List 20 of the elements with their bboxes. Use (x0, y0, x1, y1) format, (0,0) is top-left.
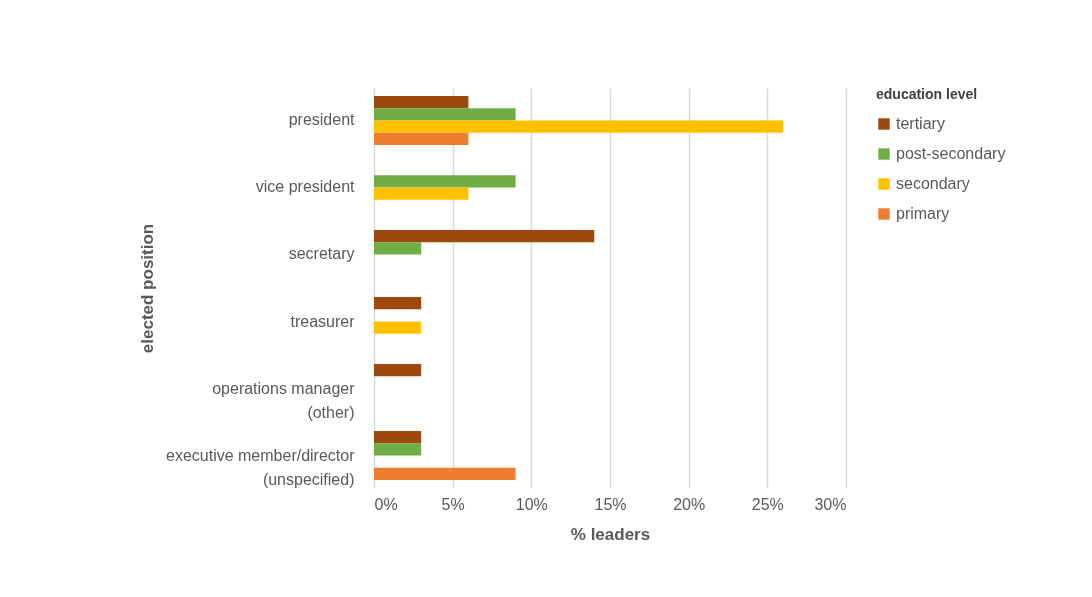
y-tick-label: operations manager (other) (212, 379, 356, 421)
x-tick-label: 0% (374, 495, 398, 513)
x-tick-label: 30% (814, 495, 847, 513)
x-tick-label: 10% (515, 495, 548, 513)
y-axis-title: elected position (137, 223, 157, 354)
x-tick-label: 20% (673, 495, 706, 513)
x-tick-label: 25% (751, 495, 784, 513)
x-axis-title: % leaders (570, 524, 651, 544)
x-tick-label: 15% (594, 495, 627, 513)
legend-label: primary (896, 205, 950, 222)
legend-title: education level (876, 86, 978, 102)
legend-label: secondary (896, 175, 970, 192)
legend-label: post-secondary (896, 145, 1006, 162)
y-tick-label: president (288, 111, 356, 129)
y-tick-label: executive member/director (unspecified) (165, 446, 356, 488)
legend-label: tertiary (896, 115, 945, 132)
y-tick-label: secretary (288, 245, 355, 263)
y-tick-label: treasurer (290, 312, 356, 330)
y-tick-label: vice president (255, 178, 356, 196)
x-tick-label: 5% (441, 495, 465, 513)
